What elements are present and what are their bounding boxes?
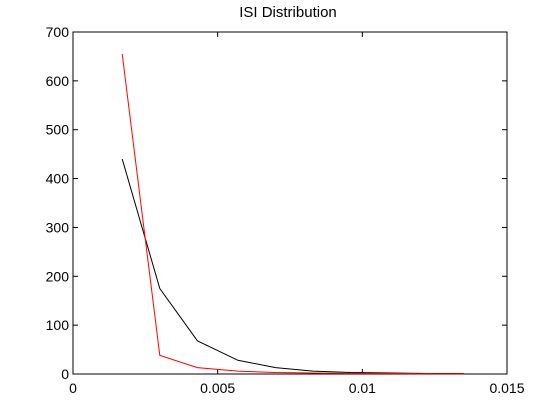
y-tick-label: 700: [46, 24, 70, 40]
series-line-2: [121, 53, 464, 375]
axes-box: [72, 31, 508, 375]
y-tick-label: 200: [46, 268, 70, 284]
y-tick-label: 100: [46, 317, 70, 333]
series-group: [121, 53, 464, 375]
y-tick-label: 400: [46, 171, 70, 187]
y-tick-label: 600: [46, 73, 70, 89]
x-tick-label: 0.005: [200, 380, 235, 396]
y-tick-label: 500: [46, 122, 70, 138]
y-tick-label: 300: [46, 219, 70, 235]
axis-tick-labels: 0 0.005 0.01 0.015 0 100 200 300 400 500 600 700: [46, 24, 525, 396]
x-tick-label: 0.01: [349, 380, 376, 396]
x-tick-label: 0.015: [489, 380, 524, 396]
x-tick-label: 0: [69, 380, 77, 396]
axis-ticks: [72, 31, 508, 375]
chart-title: ISI Distribution: [239, 4, 337, 21]
y-tick-label: 0: [61, 366, 69, 382]
